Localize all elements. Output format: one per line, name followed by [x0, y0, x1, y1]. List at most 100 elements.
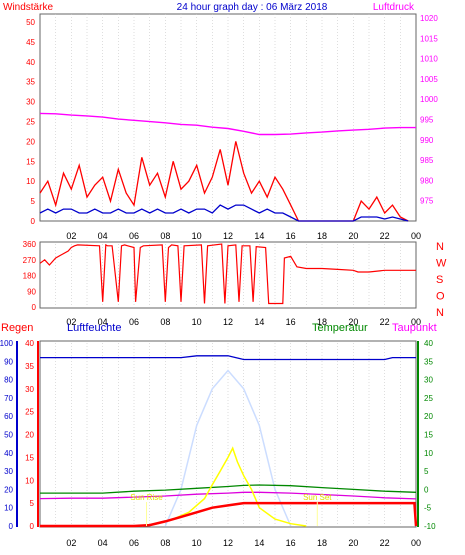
sun-annotation-label: Sun Set: [303, 493, 332, 502]
series-windst-rke-mittel-: [39, 204, 409, 222]
temperature-tick-label: 30: [424, 376, 433, 385]
x-tick-label: 20: [348, 231, 358, 241]
x-tick-label: 08: [160, 231, 170, 241]
rain-tick-label: 30: [25, 385, 34, 394]
compass-label: S: [436, 274, 443, 286]
x-tick-label: 10: [192, 231, 202, 241]
chart3-grid: [55, 343, 401, 526]
wind-tick-label: 5: [31, 197, 36, 206]
temperature-tick-label: -10: [424, 522, 436, 531]
humidity-tick-label: 100: [0, 339, 14, 348]
series-temperature: [40, 484, 417, 494]
x-tick-label: 08: [160, 317, 170, 327]
x-tick-label: 00: [411, 538, 421, 548]
direction-tick-label: 90: [27, 287, 36, 296]
temperature-tick-label: 10: [424, 449, 433, 458]
wind-tick-label: 15: [26, 157, 35, 166]
direction-tick-label: 0: [32, 303, 37, 312]
right-axis-label-temperature: Temperatur: [312, 322, 368, 334]
chart3-x-tick-labels: 02 04 06 08 10 12 14 16 18 20 22 00: [66, 538, 421, 548]
chart1-title: 24 hour graph day : 06 März 2018: [177, 2, 328, 13]
pressure-tick-label: 985: [420, 156, 434, 165]
chart3-rain-tick-labels: 0 5 10 15 20 25 30 35 40: [25, 339, 34, 531]
right-axis-label-pressure: Luftdruck: [373, 2, 415, 13]
compass-label: N: [436, 241, 444, 253]
temperature-tick-label: 25: [424, 394, 433, 403]
x-tick-label: 06: [129, 538, 139, 548]
humidity-tick-label: 50: [4, 431, 13, 440]
x-tick-label: 16: [286, 317, 296, 327]
wind-tick-label: 20: [26, 137, 35, 146]
x-tick-label: 06: [129, 317, 139, 327]
series-solar-maximum: [164, 369, 292, 527]
x-tick-label: 10: [192, 538, 202, 548]
x-tick-label: 12: [223, 231, 233, 241]
right-axis-label-dewpoint: Taupunkt: [392, 322, 437, 334]
series-humidity: [40, 355, 416, 361]
x-tick-label: 16: [286, 231, 296, 241]
temperature-tick-label: 5: [424, 467, 429, 476]
temperature-tick-label: -5: [424, 504, 432, 513]
rain-tick-label: 5: [30, 499, 35, 508]
chart1-pressure-tick-labels: 975 980 985 990 995 1000 1005 1010 1015 1020: [420, 14, 438, 206]
humidity-tick-label: 40: [4, 449, 13, 458]
x-tick-label: 22: [380, 538, 390, 548]
x-tick-label: 18: [317, 231, 327, 241]
temperature-tick-label: 15: [424, 431, 433, 440]
temperature-tick-label: 40: [424, 339, 433, 348]
chart1-plot-area: [39, 13, 417, 222]
temperature-tick-label: 20: [424, 412, 433, 421]
pressure-tick-label: 995: [420, 116, 434, 125]
x-tick-label: 04: [98, 317, 108, 327]
humidity-tick-label: 20: [4, 485, 13, 494]
humidity-tick-label: 70: [4, 394, 13, 403]
temperature-tick-label: 0: [424, 485, 429, 494]
rain-tick-label: 25: [25, 408, 34, 417]
pressure-tick-label: 990: [420, 136, 434, 145]
x-tick-label: 20: [348, 538, 358, 548]
rain-tick-label: 40: [25, 339, 34, 348]
left-axis-label-rain: Regen: [1, 322, 33, 334]
left-axis-label-humidity: Luftfeuchte: [67, 322, 121, 334]
rain-tick-label: 35: [25, 362, 34, 371]
x-tick-label: 22: [380, 231, 390, 241]
x-tick-label: 14: [254, 231, 264, 241]
x-tick-label: 06: [129, 231, 139, 241]
wind-tick-label: 50: [26, 18, 35, 27]
x-tick-label: 02: [66, 231, 76, 241]
chart3-humidity-tick-labels: 0 10 20 30 40 50 60 70 80 90 100: [0, 339, 14, 531]
chart3-temperature-tick-labels: -10 -5 0 5 10 15 20 25 30 35 40: [424, 339, 436, 531]
rain-tick-label: 20: [25, 431, 34, 440]
x-tick-label: 00: [411, 317, 421, 327]
wind-tick-label: 10: [26, 177, 35, 186]
direction-tick-label: 270: [23, 256, 37, 265]
x-tick-label: 20: [348, 317, 358, 327]
left-axis-label-wind: Windstärke: [3, 2, 53, 13]
x-tick-label: 18: [317, 538, 327, 548]
x-tick-label: 12: [223, 317, 233, 327]
humidity-tick-label: 90: [4, 357, 13, 366]
x-tick-label: 00: [411, 231, 421, 241]
compass-label: N: [436, 307, 444, 319]
humidity-tick-label: 30: [4, 467, 13, 476]
temperature-tick-label: 35: [424, 357, 433, 366]
direction-tick-label: 180: [23, 272, 37, 281]
x-tick-label: 14: [254, 538, 264, 548]
rain-tick-label: 15: [25, 453, 34, 462]
chart3-annotations: Sun Rise Sun Set: [130, 493, 332, 526]
x-tick-label: 16: [286, 538, 296, 548]
pressure-tick-label: 1005: [420, 75, 438, 84]
x-tick-label: 12: [223, 538, 233, 548]
chart3-series: [39, 355, 418, 528]
chart2-series: [39, 243, 416, 305]
x-tick-label: 04: [98, 231, 108, 241]
wind-tick-label: 0: [31, 217, 36, 226]
wind-tick-label: 40: [26, 58, 35, 67]
wind-tick-label: 25: [26, 118, 35, 127]
direction-tick-label: 360: [23, 240, 37, 249]
rain-tick-label: 0: [30, 522, 35, 531]
humidity-tick-label: 0: [9, 522, 14, 531]
